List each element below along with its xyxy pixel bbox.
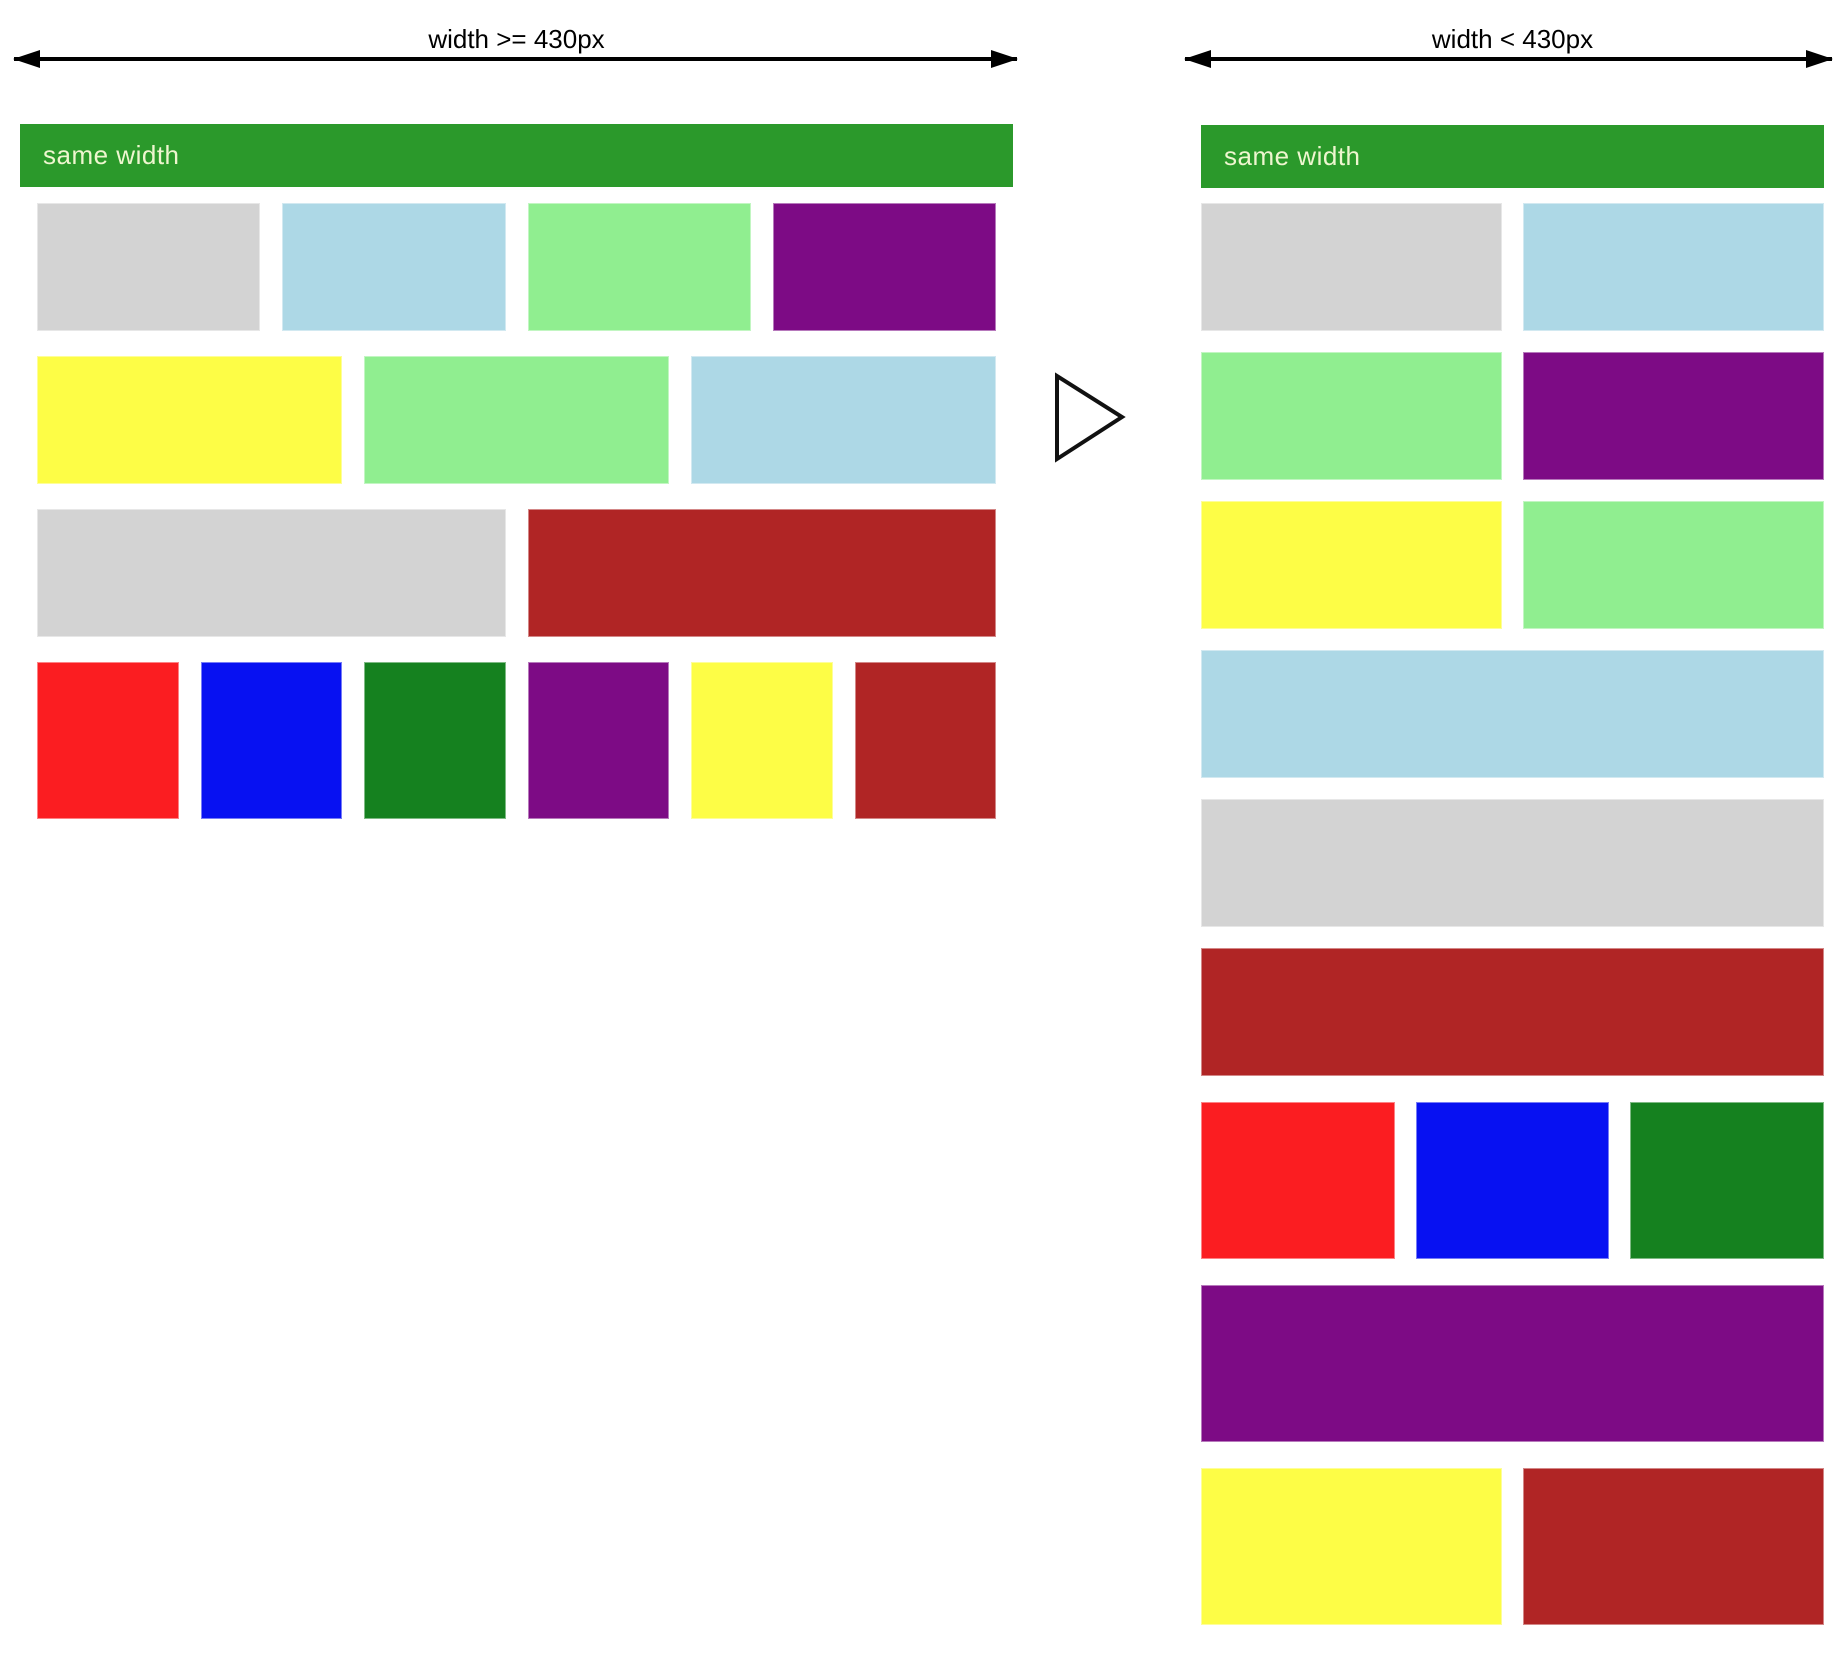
block-lightblue <box>1523 203 1824 331</box>
grid-row <box>37 509 996 637</box>
block-lightblue <box>1201 650 1824 778</box>
narrow-viewport-figure: width < 430px same width <box>1184 0 1833 1625</box>
grid-row <box>37 356 996 484</box>
block-red <box>37 662 179 819</box>
block-lightgreen <box>1201 352 1502 480</box>
block-lightgray <box>1201 799 1824 927</box>
block-lightblue <box>691 356 996 484</box>
same-width-header: same width <box>1201 125 1824 188</box>
grid-row <box>1201 203 1824 331</box>
width-constraint-label-narrow: width < 430px <box>1431 24 1594 54</box>
grid-row <box>37 662 996 819</box>
block-grid-wide <box>20 187 1013 819</box>
grid-row <box>1201 1468 1824 1625</box>
block-blue <box>1415 1102 1610 1259</box>
width-constraint-label-wide: width >= 430px <box>428 24 605 54</box>
grid-row <box>1201 1285 1824 1442</box>
grid-row <box>1201 799 1824 927</box>
wide-viewport-figure: width >= 430px same width <box>13 0 1018 819</box>
block-purple <box>1201 1285 1824 1442</box>
block-firebrick <box>1523 1468 1824 1625</box>
block-lightgray <box>1201 203 1502 331</box>
grid-row <box>1201 501 1824 629</box>
grid-row <box>37 203 996 331</box>
block-yellow <box>691 662 833 819</box>
block-yellow <box>1201 1468 1502 1625</box>
double-arrow-icon <box>1184 50 1833 68</box>
block-lightgray <box>37 203 261 331</box>
transform-arrow-icon <box>1055 372 1126 463</box>
block-red <box>1201 1102 1395 1259</box>
block-lightgreen <box>364 356 669 484</box>
block-lightgray <box>37 509 506 637</box>
grid-row <box>1201 1102 1825 1259</box>
block-yellow <box>37 356 342 484</box>
block-firebrick <box>1201 948 1824 1076</box>
block-yellow <box>1201 501 1502 629</box>
block-lightgreen <box>527 203 751 331</box>
grid-row <box>1201 948 1824 1076</box>
block-forestgreen <box>1630 1102 1825 1259</box>
block-purple <box>1523 352 1824 480</box>
block-purple <box>772 203 996 331</box>
double-arrow-icon <box>13 50 1018 68</box>
grid-row <box>1201 650 1824 778</box>
block-grid-narrow <box>1201 188 1825 1625</box>
block-purple <box>527 662 669 819</box>
block-firebrick <box>527 509 996 637</box>
same-width-header: same width <box>20 124 1013 187</box>
block-lightgreen <box>1523 501 1824 629</box>
block-blue <box>200 662 342 819</box>
block-lightblue <box>282 203 506 331</box>
block-firebrick <box>854 662 996 819</box>
grid-row <box>1201 352 1824 480</box>
block-forestgreen <box>364 662 506 819</box>
